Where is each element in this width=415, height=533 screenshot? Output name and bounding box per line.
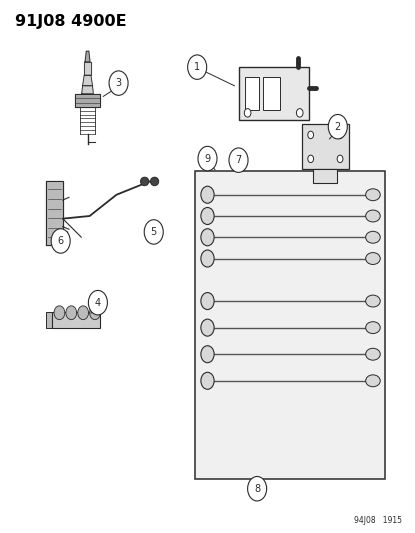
Ellipse shape (141, 177, 149, 185)
Text: 3: 3 (115, 78, 122, 88)
Circle shape (337, 131, 343, 139)
Circle shape (201, 207, 214, 224)
Text: 6: 6 (58, 236, 64, 246)
Text: 1: 1 (194, 62, 200, 72)
Bar (239, 67, 309, 120)
Bar (46, 312, 52, 328)
Ellipse shape (150, 177, 159, 185)
Circle shape (201, 293, 214, 310)
Circle shape (201, 250, 214, 267)
Ellipse shape (366, 322, 380, 334)
Circle shape (337, 155, 343, 163)
Text: 94J08   1915: 94J08 1915 (354, 516, 402, 526)
Text: 4: 4 (95, 297, 101, 308)
Circle shape (144, 220, 163, 244)
Bar (313, 169, 337, 183)
Circle shape (244, 109, 251, 117)
Circle shape (66, 306, 77, 320)
Bar (264, 77, 280, 110)
Circle shape (109, 71, 128, 95)
Circle shape (198, 147, 217, 171)
Ellipse shape (366, 253, 380, 264)
Circle shape (201, 372, 214, 389)
Ellipse shape (366, 189, 380, 201)
Circle shape (201, 229, 214, 246)
Circle shape (296, 109, 303, 117)
Circle shape (308, 131, 314, 139)
Bar (245, 77, 259, 110)
Circle shape (88, 290, 107, 315)
Text: 8: 8 (254, 484, 260, 494)
Circle shape (248, 477, 267, 501)
Circle shape (229, 148, 248, 172)
Ellipse shape (366, 375, 380, 387)
Text: 9: 9 (205, 154, 210, 164)
Polygon shape (85, 51, 90, 62)
Circle shape (201, 186, 214, 203)
Polygon shape (84, 62, 91, 75)
Circle shape (201, 346, 214, 363)
Circle shape (78, 306, 88, 320)
Circle shape (308, 155, 314, 163)
Ellipse shape (366, 231, 380, 243)
Bar (195, 171, 386, 479)
Polygon shape (83, 75, 93, 86)
Circle shape (201, 319, 214, 336)
Polygon shape (75, 94, 100, 107)
Text: 2: 2 (334, 122, 341, 132)
Circle shape (328, 115, 347, 139)
Circle shape (188, 55, 207, 79)
Text: 5: 5 (151, 227, 157, 237)
Ellipse shape (366, 210, 380, 222)
Circle shape (54, 306, 65, 320)
Polygon shape (82, 86, 93, 94)
Circle shape (90, 306, 100, 320)
Ellipse shape (366, 348, 380, 360)
Ellipse shape (366, 295, 380, 307)
Bar (52, 312, 100, 328)
Text: 7: 7 (235, 155, 242, 165)
Text: 91J08 4900E: 91J08 4900E (15, 14, 127, 29)
Polygon shape (46, 181, 63, 245)
Bar (302, 124, 349, 169)
Circle shape (51, 229, 70, 253)
